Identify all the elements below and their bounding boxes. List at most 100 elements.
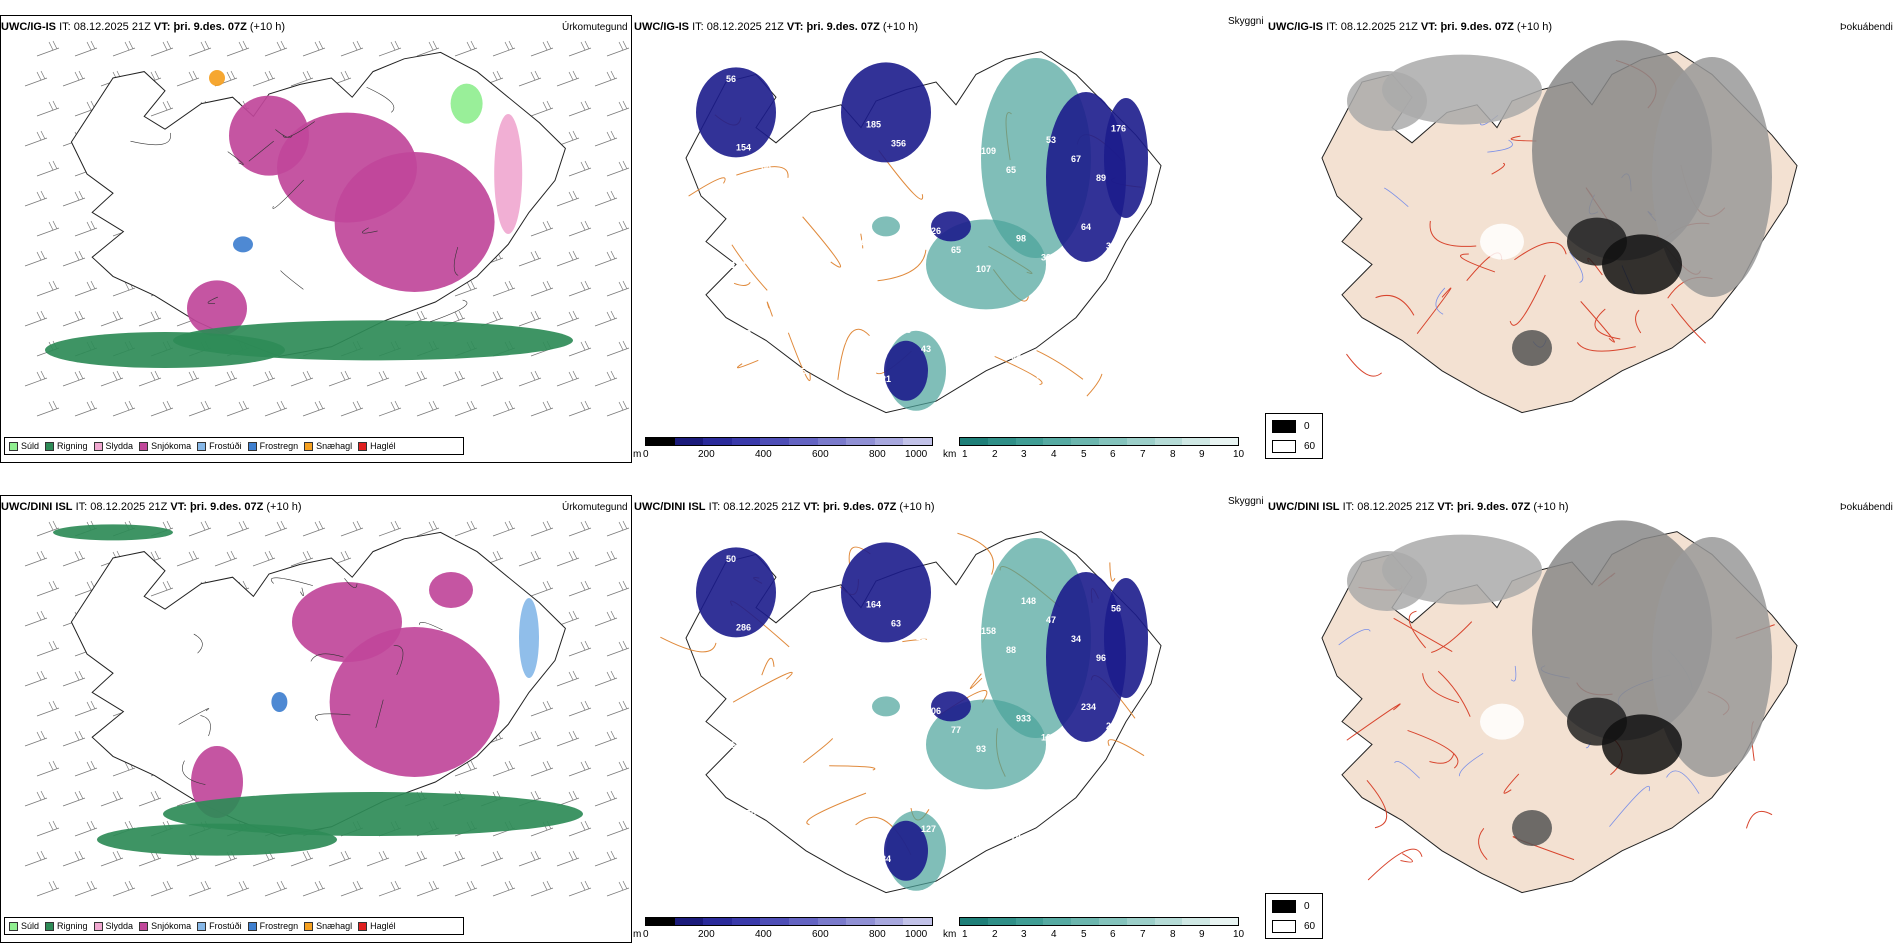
cloudbase-value-label: 39 — [1041, 253, 1051, 263]
road-line — [1594, 308, 1621, 340]
cloudbase-area — [884, 340, 928, 401]
contour-line — [393, 645, 404, 675]
cloudbase-area — [884, 820, 928, 881]
cloudbase-value-label: 61 — [1036, 370, 1046, 380]
cloudbase-value-label: 92 — [946, 363, 956, 373]
wind-barb — [24, 790, 48, 807]
precip-area — [187, 280, 247, 337]
wind-barb — [568, 580, 592, 597]
road-line — [1635, 309, 1642, 334]
precip-type-map-2 — [0, 495, 632, 943]
cloudbase-value-label: 107 — [976, 264, 991, 274]
wind-barb — [112, 40, 136, 57]
wind-barb — [518, 250, 542, 267]
cloudbase-value-label: 61 — [791, 847, 801, 857]
cloudbase-tick: 1000 — [905, 449, 928, 460]
wind-barb — [62, 370, 86, 387]
visibility-area — [872, 696, 900, 717]
wind-barb — [594, 190, 618, 207]
wind-barb — [606, 520, 630, 537]
cloudbase-value-label: 109 — [981, 146, 996, 156]
fog-legend-top-label: 0 — [1304, 901, 1310, 912]
wind-barb — [594, 550, 618, 567]
road-line — [787, 332, 811, 381]
road-line — [688, 177, 726, 197]
road-line — [803, 738, 834, 764]
legend-item: Rigning — [45, 441, 88, 451]
cloudbase-value-label: 57 — [1036, 850, 1046, 860]
cloudbase-value-label: 34 — [856, 355, 866, 365]
wind-barb — [454, 880, 478, 897]
legend-item: Snjókoma — [139, 441, 191, 451]
wind-barb — [518, 70, 542, 87]
legend-item: Haglél — [358, 441, 396, 451]
contour-line — [300, 587, 304, 597]
wind-barb — [492, 760, 516, 777]
river-line — [1666, 770, 1700, 794]
cloudbase-area — [1104, 578, 1148, 698]
legend-item: Frostúði — [197, 921, 242, 931]
cloudbase-value-label: 116 — [831, 816, 846, 826]
wind-barb — [594, 790, 618, 807]
road-line — [1400, 853, 1413, 863]
wind-barb — [518, 550, 542, 567]
product-label-fog-1: Þokuábendi — [1840, 22, 1893, 33]
cloudbase-value-label: 57 — [766, 348, 776, 358]
wind-barb — [74, 280, 98, 297]
wind-barb — [62, 850, 86, 867]
wind-barb — [290, 550, 314, 567]
wind-barb — [150, 100, 174, 117]
road-line — [837, 328, 870, 380]
wind-barb — [74, 760, 98, 777]
wind-barb — [556, 850, 580, 867]
panel-title-vis-1: UWC/IG-IS IT: 08.12.2025 21Z VT: þri. 9.… — [634, 21, 919, 33]
wind-barb — [454, 520, 478, 537]
cloudbase-colorbar-1: m 0 200 400 600 800 1000 — [633, 437, 938, 463]
river-line — [1510, 665, 1517, 682]
wind-barb — [606, 220, 630, 237]
road-line — [802, 216, 842, 268]
road-line — [736, 166, 789, 178]
product-label-precip-1: Úrkomutegund — [562, 22, 628, 33]
wind-barb — [264, 40, 288, 57]
wind-barb — [556, 790, 580, 807]
precip-area — [450, 83, 483, 124]
wind-barb — [366, 370, 390, 387]
wind-barb — [36, 220, 60, 237]
wind-barb — [62, 670, 86, 687]
road-line — [1429, 753, 1455, 764]
road-line — [1346, 353, 1383, 377]
fog-map-svg — [1321, 520, 1798, 894]
contour-line — [362, 227, 378, 234]
road-line — [1367, 848, 1423, 881]
cloudbase-value-label: 133 — [771, 710, 786, 720]
wind-barb — [302, 520, 326, 537]
visibility-tick: 9 — [1199, 929, 1205, 940]
legend-swatch — [197, 441, 207, 451]
precip-area — [334, 152, 495, 292]
road-line — [731, 244, 768, 291]
wind-barb — [176, 550, 200, 567]
cloudbase-value-label: 933 — [1016, 714, 1031, 724]
cloudbase-colorbar-2: m 0 200 400 600 800 1000 — [633, 917, 938, 943]
wind-barb — [36, 640, 60, 657]
cloudbase-value-label: 34 — [1071, 634, 1081, 644]
wind-barb — [24, 610, 48, 627]
cloudbase-value-label: 138 — [801, 131, 816, 141]
wind-barb — [188, 40, 212, 57]
river-line — [1487, 139, 1513, 153]
legend-swatch — [45, 921, 55, 931]
road-line — [1745, 810, 1773, 829]
cloudbase-value-label: 72 — [1066, 272, 1076, 282]
wind-barb — [556, 550, 580, 567]
road-line — [1510, 135, 1537, 142]
cloudbase-value-label: 80 — [801, 611, 811, 621]
cloudbase-value-label: 148 — [1021, 596, 1036, 606]
visibility-unit: km — [943, 449, 957, 460]
cloudbase-tick: 800 — [869, 929, 886, 940]
wind-barb — [594, 70, 618, 87]
fog-legend-white — [1272, 920, 1296, 933]
wind-barb — [36, 760, 60, 777]
legend-swatch — [358, 441, 368, 451]
wind-barb — [606, 160, 630, 177]
